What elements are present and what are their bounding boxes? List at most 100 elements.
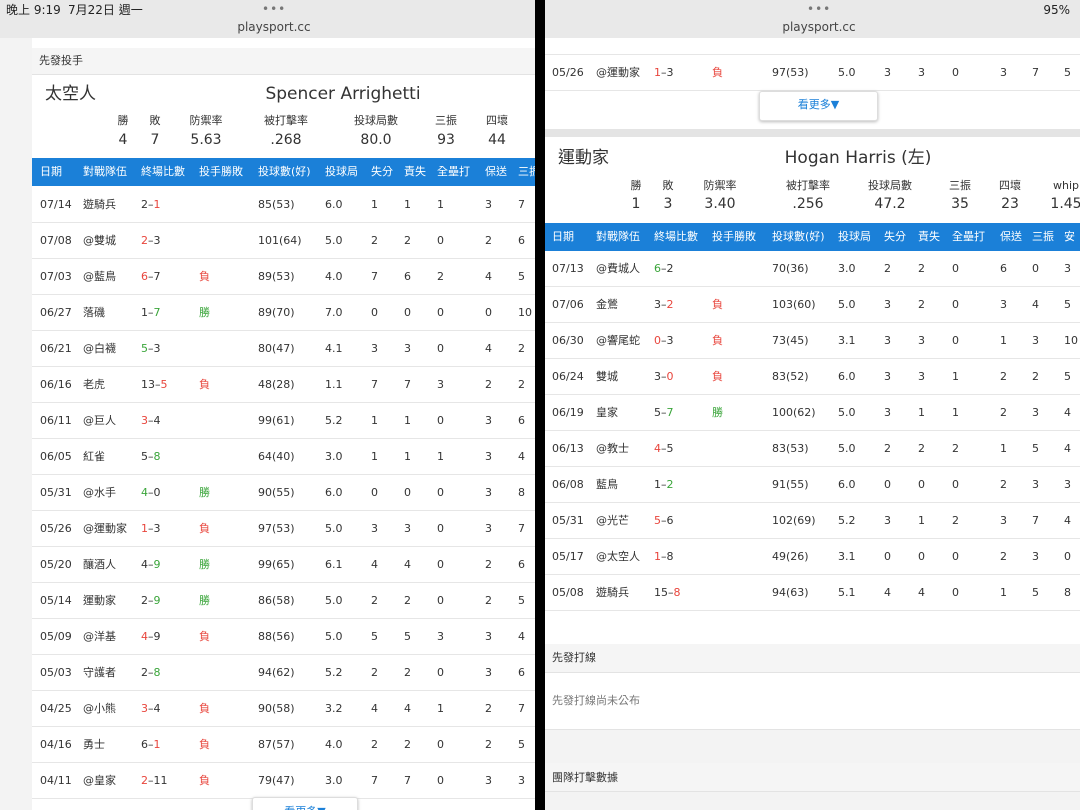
stat-cell: 5	[404, 630, 411, 643]
more-button[interactable]: 看更多▼	[252, 797, 358, 810]
date: 06/24	[552, 370, 584, 383]
left-pane: ••• playsport.cc 晚上 9:19 7月22日 週一 先發投手 太空人 Spe…	[0, 0, 535, 810]
table-row: 06/24 雙城 3–0 負 83(52) 6.0 3 3 1 2 2 5	[545, 359, 1080, 395]
pitcher-name: Hogan Harris (左)	[784, 148, 932, 168]
opponent: @水手	[83, 486, 116, 499]
more-button[interactable]: 看更多▼	[759, 91, 878, 121]
stat-cell: 97(53)	[258, 522, 295, 535]
score-part: 13	[141, 378, 155, 391]
opponent: 守護者	[83, 666, 116, 679]
score: 2–3	[141, 234, 161, 248]
stat-cell: 6	[518, 234, 525, 247]
score-part: 4	[153, 702, 161, 715]
stat-cell: 4	[1064, 514, 1071, 527]
stat-cell: 2	[1000, 406, 1007, 419]
score-part: 2	[141, 594, 148, 607]
stat-cell: 7	[404, 774, 411, 787]
stat-cell: 2	[371, 666, 378, 679]
date: 07/06	[552, 298, 584, 311]
stat-cell: 99(65)	[258, 558, 295, 571]
stat-cell: 0	[437, 486, 444, 499]
stat-cell: 1.1	[325, 378, 343, 391]
column-header: 保送	[1000, 230, 1022, 243]
stat-cell: 0	[437, 522, 444, 535]
stat-cell: 1	[437, 702, 444, 715]
stat-cell: 1	[1000, 334, 1007, 347]
opponent: @皇家	[83, 774, 116, 787]
stat-cell: 1	[371, 414, 378, 427]
opponent: @太空人	[596, 550, 640, 563]
stat-cell: 2	[884, 262, 891, 275]
opponent: @響尾蛇	[596, 334, 640, 347]
stat-cell: 5.1	[838, 586, 856, 599]
stat-cell: 5.0	[838, 406, 856, 419]
column-header: 投球數(好)	[772, 230, 825, 243]
stat-cell: 5	[1064, 370, 1071, 383]
table-row: 05/26 @運動家 1–3 負 97(53) 5.0 3 3 0 3 7 5	[545, 55, 1080, 91]
stat-cell: 8	[1064, 586, 1071, 599]
stat-cell: 2	[371, 738, 378, 751]
stat-cell: 0	[1032, 262, 1039, 275]
stat-cell: 2	[1032, 370, 1039, 383]
table-row: 07/14 遊騎兵 2–1 85(53) 6.0 1 1 1 3 7	[32, 187, 535, 223]
stat-cell: 7	[404, 378, 411, 391]
stat-value: 44	[488, 132, 506, 148]
stat-cell: 0	[437, 342, 444, 355]
stat-cell: 4	[404, 558, 411, 571]
stat-cell: 5	[1064, 298, 1071, 311]
date: 04/16	[40, 738, 72, 751]
stat-cell: 5	[518, 270, 525, 283]
date: 05/31	[40, 486, 72, 499]
score-part: –	[661, 334, 667, 347]
opponent: @白襪	[83, 342, 116, 355]
opponent: @費城人	[596, 262, 640, 275]
stat-cell: 73(45)	[772, 334, 809, 347]
stat-cell: 6.0	[325, 198, 343, 211]
section-header	[545, 763, 1080, 792]
score: 1–8	[654, 550, 674, 564]
score-part: 4	[141, 630, 148, 643]
table-row: 06/30 @響尾蛇 0–3 負 73(45) 3.1 3 3 0 1 3 10	[545, 323, 1080, 359]
stat-cell: 87(57)	[258, 738, 295, 751]
result: 勝	[199, 558, 210, 571]
table-header: 日期 對戰隊伍 終場比數 投手勝敗 投球數(好) 投球局 失分 責失 全壘打 保送 三振	[32, 158, 535, 186]
score-part: 1	[153, 738, 161, 751]
score: 1–3	[141, 522, 161, 536]
stat-cell: 3.2	[325, 702, 343, 715]
stat-value: .268	[270, 132, 302, 148]
section-header	[32, 48, 535, 75]
score-part: 2	[666, 298, 674, 311]
stat-cell: 49(26)	[772, 550, 809, 563]
stat-value: 1	[631, 196, 641, 212]
stat-cell: 101(64)	[258, 234, 302, 247]
score-part: 9	[153, 630, 161, 643]
column-header: 對戰隊伍	[596, 230, 640, 243]
score-part: 15	[654, 586, 668, 599]
score: 4–5	[654, 442, 674, 456]
score-part: 3	[654, 298, 661, 311]
stat-cell: 6	[518, 666, 525, 679]
browser-bar: ••• playsport.cc	[545, 0, 1080, 38]
opponent: 藍鳥	[596, 478, 618, 491]
stat-cell: 5	[1032, 442, 1039, 455]
stat-cell: 3	[485, 522, 492, 535]
result: 負	[712, 66, 723, 79]
score: 5–7	[654, 406, 674, 420]
stat-cell: 3	[1032, 334, 1039, 347]
score: 0–3	[654, 334, 674, 348]
result: 負	[712, 370, 723, 383]
stat-label: whip	[1052, 179, 1079, 192]
score-part: –	[148, 594, 154, 607]
stat-cell: 2	[371, 594, 378, 607]
table-row: 04/25 @小熊 3–4 負 90(58) 3.2 4 4 1 2 7	[32, 691, 535, 727]
team-name: 運動家	[558, 148, 609, 168]
stat-cell: 4.0	[325, 738, 343, 751]
browser-bar: ••• playsport.cc	[0, 0, 535, 38]
stat-cell: 2	[485, 702, 492, 715]
stat-value: 3	[663, 196, 673, 212]
column-header: 投球局	[325, 165, 358, 178]
stat-cell: 94(62)	[258, 666, 295, 679]
tab-dots: •••	[262, 2, 287, 16]
score: 4–9	[141, 558, 161, 572]
score-part: 2	[141, 198, 148, 211]
